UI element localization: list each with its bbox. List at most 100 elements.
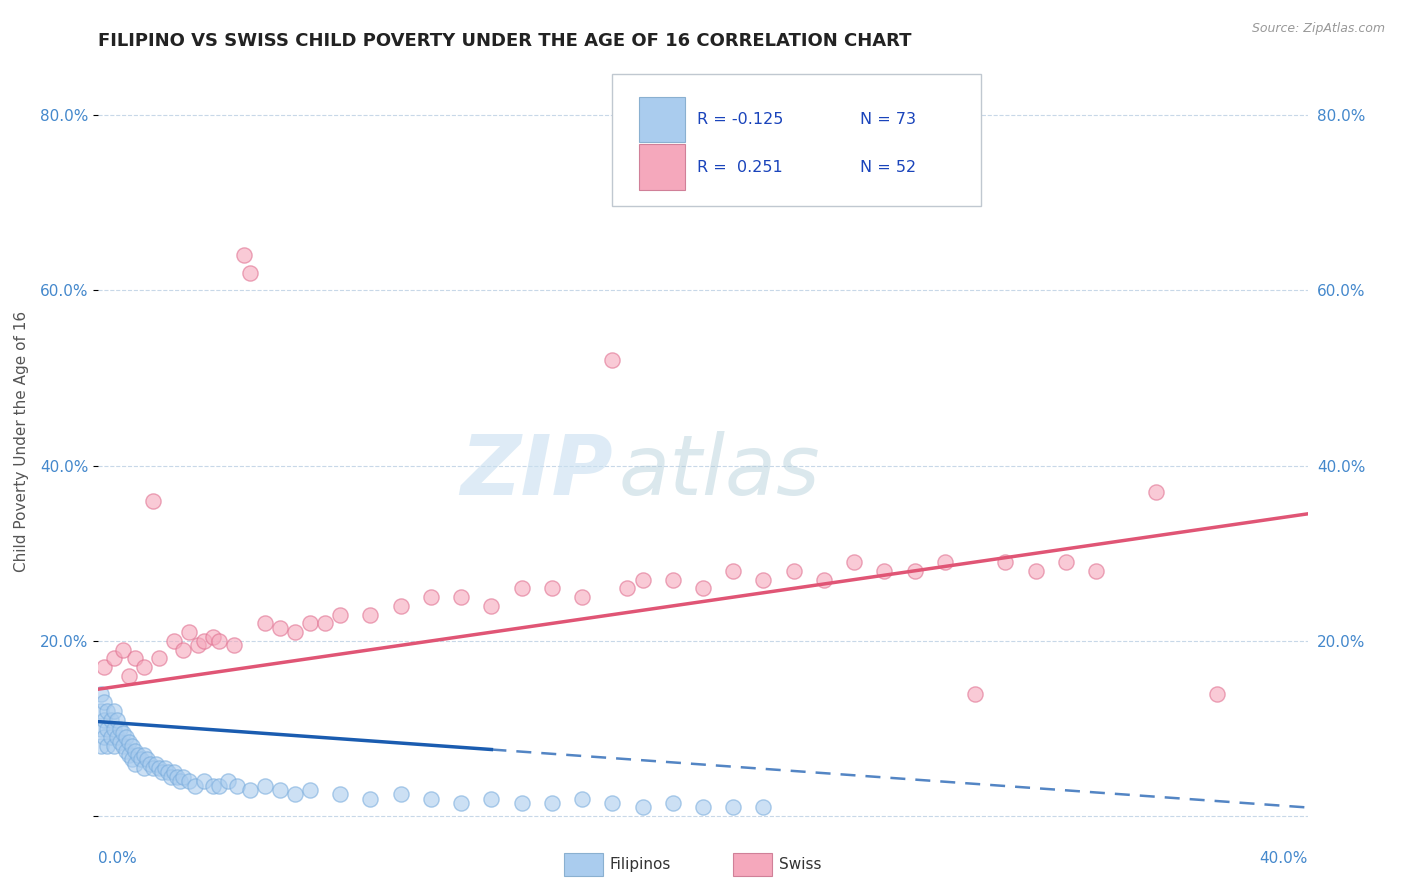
Point [118,669,141,683]
Point [1206,687,1229,701]
Point [124,756,146,771]
Point [217,774,239,789]
Point [269,783,291,797]
Point [96,704,118,718]
Point [510,582,533,596]
Text: N = 52: N = 52 [860,160,917,175]
Point [224,638,246,652]
Point [208,779,231,793]
Point [90,722,112,736]
Bar [564,854,603,876]
Point [752,800,775,814]
Point [129,752,152,766]
Point [142,761,165,775]
Point [148,761,170,775]
Point [540,582,562,596]
Point [90,739,112,753]
Point [314,616,336,631]
Point [142,493,165,508]
FancyBboxPatch shape [613,74,981,207]
Point [692,800,714,814]
Point [631,800,654,814]
Point [93,731,115,745]
Point [510,796,533,810]
Point [232,248,254,262]
Point [163,765,186,780]
Point [450,796,472,810]
Point [631,573,654,587]
Text: atlas: atlas [619,432,820,512]
Point [172,642,194,657]
Point [103,704,125,718]
Point [1085,564,1108,578]
Point [239,266,262,280]
Point [103,739,125,753]
Text: R =  0.251: R = 0.251 [697,160,783,175]
Point [420,590,443,604]
Point [284,788,307,802]
Point [813,573,835,587]
Point [135,752,157,766]
Point [118,735,141,749]
Point [602,796,624,810]
Text: Source: ZipAtlas.com: Source: ZipAtlas.com [1251,22,1385,36]
Point [127,747,149,762]
Point [132,761,155,775]
Point [202,779,225,793]
Point [114,743,136,757]
Point [150,765,173,780]
Point [299,783,322,797]
Point [105,731,128,745]
Point [156,765,179,780]
Bar [638,96,685,142]
Point [132,747,155,762]
Point [239,783,262,797]
Point [389,599,412,613]
Point [844,555,866,569]
Point [108,735,131,749]
Point [93,660,115,674]
Point [103,651,125,665]
Point [904,564,927,578]
Point [661,573,683,587]
Point [481,791,503,805]
Point [124,651,146,665]
Point [284,625,307,640]
Point [100,731,122,745]
Text: 0.0%: 0.0% [98,851,138,866]
Point [111,642,134,657]
Point [1054,555,1077,569]
Point [1024,564,1046,578]
Point [269,621,291,635]
Point [202,630,225,644]
Point [360,607,382,622]
Y-axis label: Child Poverty Under the Age of 16: Child Poverty Under the Age of 16 [14,311,30,572]
Point [105,713,128,727]
Point [132,660,155,674]
Point [723,800,745,814]
Point [420,791,443,805]
Point [172,770,194,784]
Point [93,713,115,727]
Point [723,564,745,578]
Point [994,555,1017,569]
Bar [734,854,772,876]
Point [934,555,956,569]
Point [360,791,382,805]
Point [179,625,201,640]
Point [160,770,183,784]
Point [571,590,593,604]
Point [166,770,188,784]
Point [103,722,125,736]
Text: 40.0%: 40.0% [1260,851,1308,866]
Point [124,743,146,757]
Point [121,752,143,766]
Point [145,756,167,771]
Text: Filipinos: Filipinos [610,857,671,872]
Text: ZIP: ZIP [460,432,613,512]
Point [121,739,143,753]
Point [253,779,276,793]
Point [93,695,115,709]
Point [329,788,352,802]
Point [1144,485,1167,500]
